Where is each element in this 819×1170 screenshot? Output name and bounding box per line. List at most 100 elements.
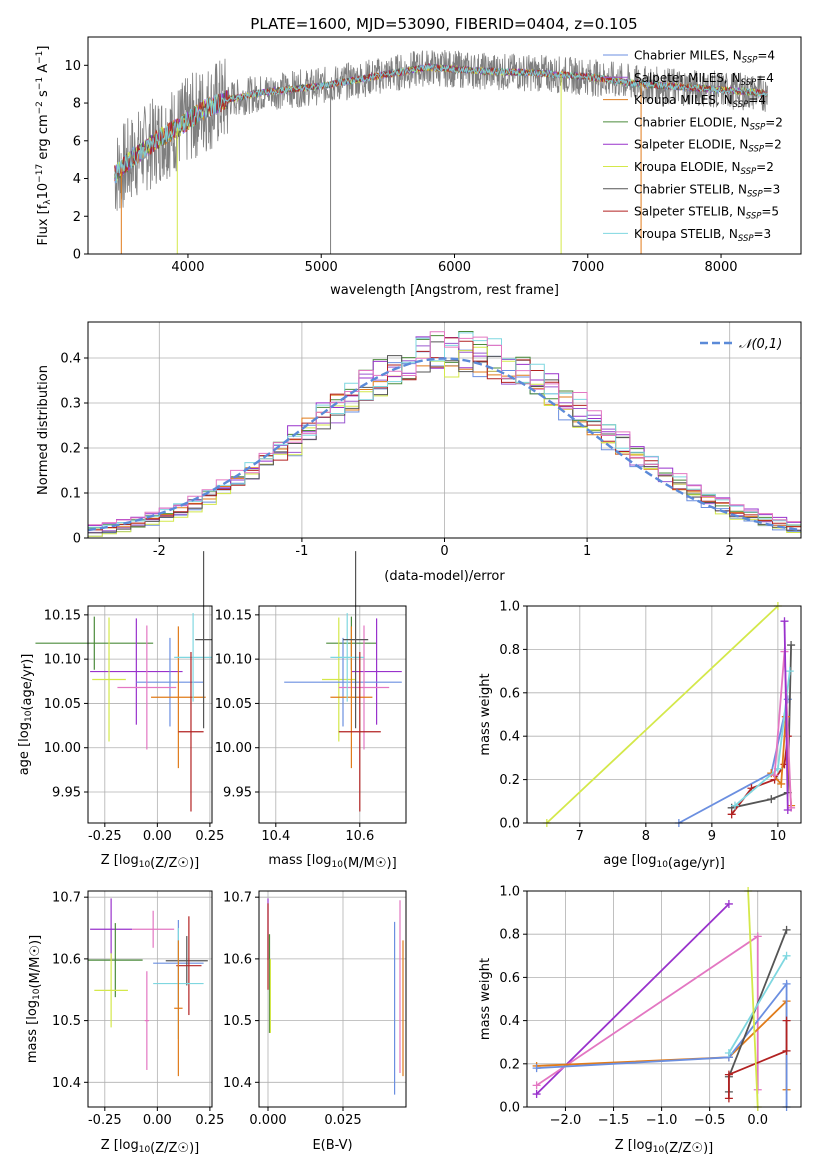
residuals-xtick-label: -1	[295, 544, 308, 559]
mass_vs_EBV-xtick-label: 0.025	[324, 1113, 361, 1128]
massweight_vs_Z-marker	[724, 1094, 733, 1103]
legend-entry: Kroupa STELIB, NSSP=3	[634, 227, 771, 244]
residuals-histogram	[88, 332, 801, 530]
age_vs_Z-xtick-label: 0.00	[143, 829, 172, 844]
massweight_vs_Z-marker	[782, 925, 791, 934]
spectrum-xtick-label: 7000	[571, 260, 604, 275]
massweight_vs_age-ytick-label: 0.4	[499, 730, 520, 745]
massweight_vs_age-ytick-label: 1.0	[499, 600, 520, 615]
mass_vs_EBV-frame	[258, 890, 407, 1108]
spectrum-ylabel: Flux [fλ10−17 erg cm−2 s−1 A−1]	[35, 46, 53, 246]
age_vs_Z-ytick-label: 10.15	[44, 608, 81, 623]
legend-entry: Chabrier STELIB, NSSP=3	[634, 182, 780, 199]
mass_vs_Z-ytick-label: 10.7	[52, 891, 81, 906]
mass_vs_EBV-ytick-label: 10.6	[223, 952, 252, 967]
residuals-xtick-label: 2	[726, 544, 734, 559]
massweight_vs_age-xtick-label: 7	[576, 829, 584, 844]
age_vs_mass-xtick-label: 10.6	[345, 829, 374, 844]
spectrum-ytick-label: 10	[64, 59, 81, 74]
mass_vs_EBV-xlabel: E(B-V)	[312, 1138, 352, 1153]
massweight_vs_age-marker	[787, 641, 796, 650]
massweight_vs_age-ytick-label: 0.6	[499, 686, 520, 701]
panel-massweight_vs_Z: −2.0 −1.5 −1.0 −0.5 0.0 0.0 0.2 0.4 0.6 0.8 1.0 Z […	[478, 885, 802, 1156]
age_vs_Z-ytick-label: 10.10	[44, 653, 81, 668]
massweight_vs_age-marker	[783, 805, 792, 814]
age_vs_Z-ylabel: age [log10(age/yr)]	[17, 654, 35, 776]
massweight_vs_age-series-line	[731, 645, 792, 809]
mass_vs_Z-frame	[87, 890, 213, 1108]
panel-massweight_vs_age: 7 8 9 10 0.0 0.2 0.4 0.6 0.8 1.0 age [log10(age/yr…	[478, 600, 802, 871]
residuals-ytick-label: 0.2	[60, 442, 81, 457]
mass_vs_Z-xtick-label: -0.25	[88, 1113, 122, 1128]
massweight_vs_age-marker	[780, 617, 789, 626]
massweight_vs_age-ytick-label: 0.2	[499, 773, 520, 788]
legend-entry: Chabrier MILES, NSSP=4	[634, 49, 775, 66]
massweight_vs_age-frame	[526, 605, 802, 824]
spectrum-xlabel: wavelength [Angstrom, rest frame]	[330, 283, 559, 298]
spectrum-plot-area	[114, 49, 768, 254]
legend-entry: Kroupa MILES, NSSP=4	[634, 93, 766, 110]
massweight_vs_Z-ytick-label: 0.2	[499, 1057, 520, 1072]
panel-age_vs_Z: -0.25 0.00 0.25 9.95 10.00 10.05 10.10 10.15 Z […	[17, 551, 224, 871]
mass_vs_EBV-ytick-label: 10.4	[223, 1076, 252, 1091]
residuals-frame	[87, 321, 802, 539]
massweight_vs_Z-ytick-label: 0.8	[499, 928, 520, 943]
mass_vs_Z-ytick-label: 10.5	[52, 1014, 81, 1029]
residuals-xlabel: (data-model)/error	[384, 569, 505, 584]
massweight_vs_Z-marker	[532, 1090, 541, 1099]
residuals-ytick-label: 0.3	[60, 397, 81, 412]
massweight_vs_age-marker	[727, 810, 736, 819]
massweight_vs_age-series-line	[730, 736, 789, 815]
massweight_vs_Z-marker	[724, 899, 733, 908]
spectrum-xtick-label: 8000	[704, 260, 737, 275]
massweight_vs_Z-marker	[532, 1081, 541, 1090]
massweight_vs_Z-xtick-label: −1.5	[598, 1113, 630, 1128]
age_vs_mass-ytick-label: 10.10	[215, 653, 252, 668]
massweight_vs_Z-ytick-label: 1.0	[499, 885, 520, 900]
massweight_vs_Z-ylabel: mass weight	[478, 958, 493, 1040]
massweight_vs_age-marker	[777, 779, 786, 788]
massweight_vs_age-xtick-label: 8	[642, 829, 650, 844]
panel-residuals: -2 -1 0 1 2 0 0.1 0.2 0.3 0.4 (data-model)/error No…	[36, 321, 802, 584]
massweight_vs_age-xtick-label: 10	[770, 829, 787, 844]
massweight_vs_Z-xlabel: Z [log10(Z/Z☉)]	[615, 1138, 713, 1156]
massweight_vs_Z-series-line	[535, 903, 730, 1095]
residuals-ytick-label: 0	[73, 532, 81, 547]
massweight_vs_age-ylabel: mass weight	[478, 673, 493, 755]
massweight_vs_age-ytick-label: 0.0	[499, 817, 520, 832]
residuals-ytick-label: 0.1	[60, 487, 81, 502]
massweight_vs_Z-xtick-label: −2.0	[550, 1113, 582, 1128]
spectrum-xtick-label: 4000	[171, 260, 204, 275]
panel-spectrum: 4000 5000 6000 7000 8000 0 2 4 6 8 10 wavelength [A…	[35, 36, 802, 298]
massweight_vs_age-marker	[785, 667, 794, 676]
massweight_vs_Z-series-line	[727, 1020, 788, 1099]
mass_vs_Z-ytick-label: 10.4	[52, 1076, 81, 1091]
massweight_vs_Z-marker	[782, 1016, 791, 1025]
massweight_vs_Z-marker	[724, 1070, 733, 1079]
age_vs_mass-ytick-label: 9.95	[223, 786, 252, 801]
age_vs_Z-ytick-label: 10.00	[44, 741, 81, 756]
spectrum-ytick-label: 4	[73, 172, 81, 187]
massweight_vs_Z-marker	[782, 979, 791, 988]
age_vs_Z-xlabel: Z [log10(Z/Z☉)]	[101, 853, 199, 871]
spectrum-ytick-label: 6	[73, 134, 81, 149]
massweight_vs_Z-ytick-label: 0.6	[499, 971, 520, 986]
spectrum-frame	[87, 36, 802, 255]
age_vs_mass-ytick-label: 10.00	[215, 741, 252, 756]
residuals-legend-label: 𝒩(0,1)	[739, 337, 782, 352]
mass_vs_Z-ylabel: mass [log10(M/M☉)]	[25, 935, 43, 1063]
massweight_vs_Z-frame	[526, 890, 802, 1108]
massweight_vs_Z-xtick-label: 0.0	[747, 1113, 768, 1128]
age_vs_mass-xtick-label: 10.4	[261, 829, 290, 844]
residuals-xtick-label: 1	[583, 544, 591, 559]
massweight_vs_Z-xtick-label: −1.0	[646, 1113, 678, 1128]
residuals-xtick-label: -2	[153, 544, 166, 559]
gaussian-reference-curve	[88, 357, 801, 532]
legend-entry: Salpeter ELODIE, NSSP=2	[634, 138, 782, 155]
legend-entry: Chabrier ELODIE, NSSP=2	[634, 115, 783, 132]
spectrum-ytick-label: 2	[73, 210, 81, 225]
age_vs_Z-frame	[87, 605, 213, 824]
spectrum-xtick-label: 6000	[438, 260, 471, 275]
massweight_vs_Z-ytick-label: 0.0	[499, 1101, 520, 1116]
